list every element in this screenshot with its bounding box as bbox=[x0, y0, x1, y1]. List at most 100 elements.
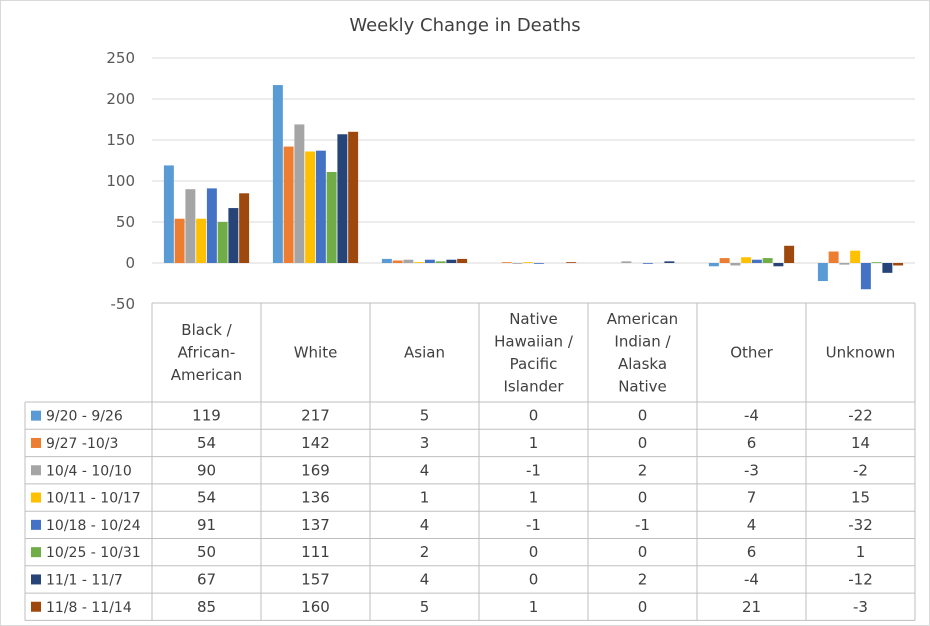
bar bbox=[174, 218, 185, 263]
data-table-cell: 5 bbox=[420, 598, 430, 616]
data-table-cell: 5 bbox=[420, 407, 430, 425]
bar bbox=[315, 150, 326, 263]
legend-swatch bbox=[31, 492, 41, 503]
bar bbox=[871, 262, 882, 263]
bar bbox=[457, 258, 468, 263]
data-table-cell: 136 bbox=[301, 489, 330, 507]
data-table-cell: -4 bbox=[744, 570, 759, 588]
bar bbox=[196, 218, 207, 263]
data-table-cell: 160 bbox=[301, 598, 330, 616]
data-table-cell: 111 bbox=[301, 543, 330, 561]
category-label: White bbox=[294, 344, 338, 362]
bar bbox=[566, 262, 577, 263]
category-label: American bbox=[607, 310, 678, 328]
bar bbox=[523, 262, 534, 263]
data-table-cell: 1 bbox=[420, 489, 430, 507]
legend-swatch bbox=[31, 574, 41, 585]
bar bbox=[283, 146, 294, 263]
data-table-cell: 0 bbox=[529, 543, 539, 561]
data-table-cell: 3 bbox=[420, 434, 430, 452]
bar bbox=[708, 263, 719, 267]
bar bbox=[512, 263, 523, 264]
category-label: Asian bbox=[404, 344, 445, 362]
data-table-cell: 0 bbox=[638, 434, 648, 452]
data-table-cell: 4 bbox=[420, 461, 430, 479]
data-table-cell: 50 bbox=[197, 543, 216, 561]
data-table-cell: -4 bbox=[744, 407, 759, 425]
bar bbox=[435, 261, 446, 263]
bar bbox=[839, 263, 850, 265]
bar bbox=[893, 263, 904, 266]
data-table-cell: 0 bbox=[529, 570, 539, 588]
category-label: Hawaiian / bbox=[494, 332, 574, 350]
data-table-cell: 2 bbox=[638, 570, 648, 588]
category-label: Alaska bbox=[618, 355, 667, 373]
bar bbox=[751, 259, 762, 263]
series-label: 11/1 - 11/7 bbox=[46, 572, 123, 588]
bar bbox=[392, 260, 403, 263]
data-table-cell: 2 bbox=[420, 543, 430, 561]
category-label: Pacific bbox=[510, 355, 558, 373]
data-table-cell: 21 bbox=[742, 598, 761, 616]
category-label: Unknown bbox=[826, 344, 896, 362]
data-table-cell: 0 bbox=[638, 489, 648, 507]
data-table-cell: 85 bbox=[197, 598, 216, 616]
bar bbox=[424, 259, 435, 263]
series-label: 10/4 - 10/10 bbox=[46, 463, 132, 479]
data-table-cell: 4 bbox=[420, 516, 430, 534]
bar bbox=[206, 188, 217, 263]
legend-swatch bbox=[31, 547, 41, 558]
data-table-cell: 67 bbox=[197, 570, 216, 588]
data-table-cell: 1 bbox=[529, 489, 539, 507]
bar bbox=[817, 263, 828, 282]
data-table-cell: 6 bbox=[747, 434, 757, 452]
data-table-cell: 0 bbox=[638, 407, 648, 425]
data-table-cell: 1 bbox=[529, 598, 539, 616]
category-label: Native bbox=[618, 377, 667, 395]
data-table-cell: 54 bbox=[197, 489, 216, 507]
bar bbox=[185, 189, 196, 263]
legend-swatch bbox=[31, 465, 41, 476]
data-table-cell: -3 bbox=[853, 598, 868, 616]
data-table-cell: 2 bbox=[638, 461, 648, 479]
bar bbox=[741, 257, 752, 263]
category-label: African- bbox=[178, 344, 236, 362]
legend-swatch bbox=[31, 519, 41, 530]
category-label: Native bbox=[509, 310, 558, 328]
bar bbox=[882, 263, 893, 273]
bar bbox=[784, 245, 795, 263]
data-table-cell: 6 bbox=[747, 543, 757, 561]
bar bbox=[163, 165, 174, 263]
y-tick-label: 200 bbox=[106, 90, 135, 108]
series-label: 10/18 - 10/24 bbox=[46, 518, 141, 534]
bar bbox=[719, 258, 730, 263]
bar bbox=[446, 259, 457, 263]
data-table-cell: -1 bbox=[526, 516, 541, 534]
bar bbox=[773, 263, 784, 267]
bar bbox=[348, 131, 359, 263]
bar bbox=[501, 262, 512, 263]
legend-swatch bbox=[31, 437, 41, 448]
bar bbox=[828, 251, 839, 263]
legend-swatch bbox=[31, 410, 41, 421]
bar bbox=[621, 261, 632, 263]
data-table-cell: 169 bbox=[301, 461, 330, 479]
y-tick-label: 250 bbox=[106, 49, 135, 67]
y-tick-label: 0 bbox=[125, 254, 135, 272]
data-table-cell: -32 bbox=[848, 516, 873, 534]
bar bbox=[664, 261, 675, 263]
bar bbox=[860, 263, 871, 290]
data-table-cell: 54 bbox=[197, 434, 216, 452]
y-tick-label: 100 bbox=[106, 172, 135, 190]
data-table-cell: 15 bbox=[851, 489, 870, 507]
category-label: American bbox=[171, 366, 242, 384]
data-table-cell: 4 bbox=[420, 570, 430, 588]
data-table-cell: 1 bbox=[856, 543, 866, 561]
series-label: 10/11 - 10/17 bbox=[46, 491, 141, 507]
series-label: 11/8 - 11/14 bbox=[46, 600, 132, 616]
category-label: Islander bbox=[503, 377, 564, 395]
bar bbox=[730, 263, 741, 266]
y-tick-label: 50 bbox=[116, 213, 135, 231]
